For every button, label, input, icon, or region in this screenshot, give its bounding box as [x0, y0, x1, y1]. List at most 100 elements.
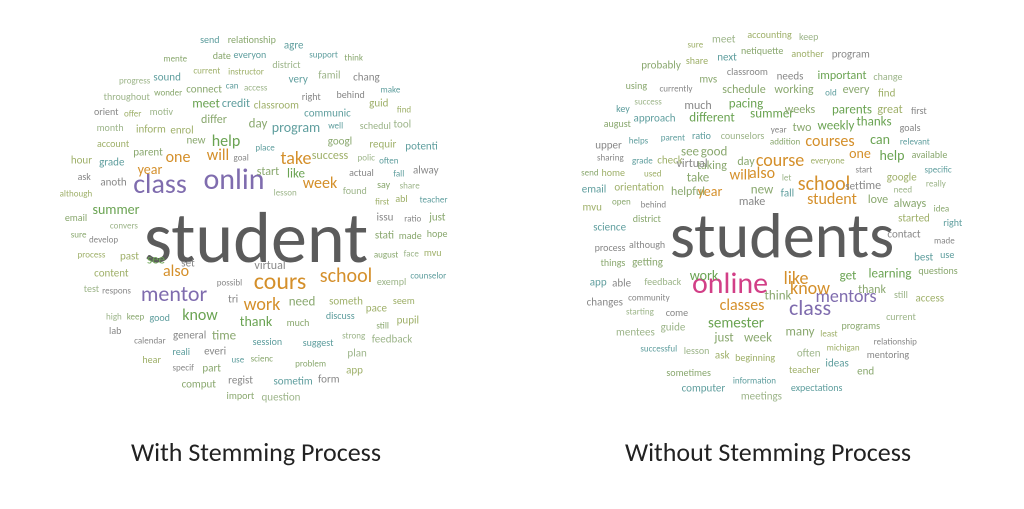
word-small: orientation: [614, 182, 664, 193]
word-small: district: [272, 60, 300, 70]
word-small: share: [686, 56, 708, 66]
word-small: discuss: [326, 311, 355, 321]
word-small: changes: [587, 296, 623, 307]
word-small: feedback: [644, 277, 681, 287]
word-small: using: [626, 81, 647, 91]
caption-right: Without Stemming Process: [625, 436, 911, 468]
word-small: mentees: [616, 327, 655, 338]
word-small: someth: [329, 296, 363, 307]
word: work: [690, 269, 719, 283]
word-small: right: [302, 92, 321, 102]
word-small: develop: [89, 236, 118, 245]
word-small: currently: [659, 84, 692, 93]
word-small: guide: [661, 321, 686, 332]
word-small: access: [244, 84, 267, 93]
word-small: hope: [427, 229, 448, 239]
word-small: key: [616, 104, 630, 114]
word: credit: [222, 98, 250, 110]
word-small: counselor: [410, 271, 446, 280]
word-small: hour: [71, 154, 92, 165]
word-small: teacher: [420, 196, 448, 205]
word-small: idea: [934, 205, 950, 214]
word-small: send: [200, 35, 219, 45]
word-small: ask: [78, 172, 91, 182]
word: learning: [869, 268, 912, 281]
word-small: mvu: [583, 201, 602, 212]
word-small: keep: [127, 313, 145, 322]
word: take: [687, 172, 709, 185]
word-small: potenti: [405, 141, 437, 152]
word-small: home: [602, 168, 626, 178]
word-small: agre: [284, 40, 304, 51]
word: need: [289, 296, 316, 309]
word: onlin: [203, 165, 264, 195]
word-small: let: [782, 174, 792, 183]
word-small: schedul: [360, 121, 391, 131]
word-small: lesson: [274, 189, 297, 198]
word-small: found: [343, 186, 367, 196]
word: just: [714, 332, 733, 345]
word-small: accounting: [747, 30, 791, 40]
word-small: pace: [366, 302, 387, 313]
word: school: [320, 266, 372, 286]
word-small: although: [60, 190, 93, 199]
word: needs: [777, 71, 804, 82]
word-small: mvu: [424, 248, 442, 258]
word-small: high: [106, 313, 122, 322]
word-small: requir: [369, 139, 396, 150]
word-small: inform: [136, 123, 166, 134]
word-small: part: [202, 363, 221, 374]
word: like: [287, 168, 305, 181]
word-small: problem: [295, 359, 326, 368]
word: success: [312, 150, 349, 162]
word-small: available: [912, 150, 948, 160]
word-small: feedback: [372, 333, 413, 344]
word: great: [877, 104, 902, 116]
word: time: [859, 180, 881, 192]
word: different: [689, 112, 734, 125]
word: differ: [201, 114, 227, 126]
caption-left: With Stemming Process: [131, 436, 381, 468]
word-small: classroom: [254, 100, 299, 111]
word: can: [870, 133, 890, 147]
word-small: year: [771, 126, 787, 135]
word-small: mentoring: [867, 350, 909, 360]
word-small: date: [213, 51, 231, 61]
word: will: [729, 169, 750, 184]
word-small: communic: [304, 107, 351, 118]
word-small: current: [886, 312, 916, 322]
word-small: motiv: [150, 107, 173, 117]
word: pacing: [729, 98, 764, 111]
word: contact: [887, 229, 920, 240]
word: much: [684, 100, 711, 112]
word-small: community: [628, 294, 669, 303]
wordcloud-without-stemming: studentsonlineclassmentorsclassesknowlik…: [512, 0, 1024, 430]
word: course: [756, 151, 804, 169]
word-small: share: [400, 181, 420, 190]
word-small: meetings: [741, 391, 782, 402]
word: working: [774, 84, 813, 96]
word-small: august: [604, 119, 631, 129]
word-small: although: [629, 240, 665, 250]
word-small: still: [376, 321, 389, 330]
word: week: [303, 176, 338, 192]
word-small: test: [84, 284, 99, 294]
word-small: probably: [641, 60, 681, 71]
word-small: relationship: [874, 337, 917, 346]
word-small: alway: [413, 165, 439, 176]
word-small: access: [915, 293, 944, 304]
word-small: suggest: [303, 338, 334, 348]
word: semester: [708, 317, 764, 332]
word-small: ratio: [692, 131, 711, 141]
word-small: app: [590, 277, 607, 288]
word-small: place: [255, 144, 274, 153]
word-small: mvs: [699, 73, 717, 84]
word-small: guid: [369, 98, 388, 109]
word-small: wonder: [154, 88, 182, 97]
word: parent: [133, 147, 163, 158]
word-small: think: [344, 54, 363, 63]
word-small: app: [346, 365, 363, 376]
word-small: connect: [186, 84, 222, 95]
word-small: just: [429, 211, 445, 222]
word: weeks: [785, 104, 815, 116]
